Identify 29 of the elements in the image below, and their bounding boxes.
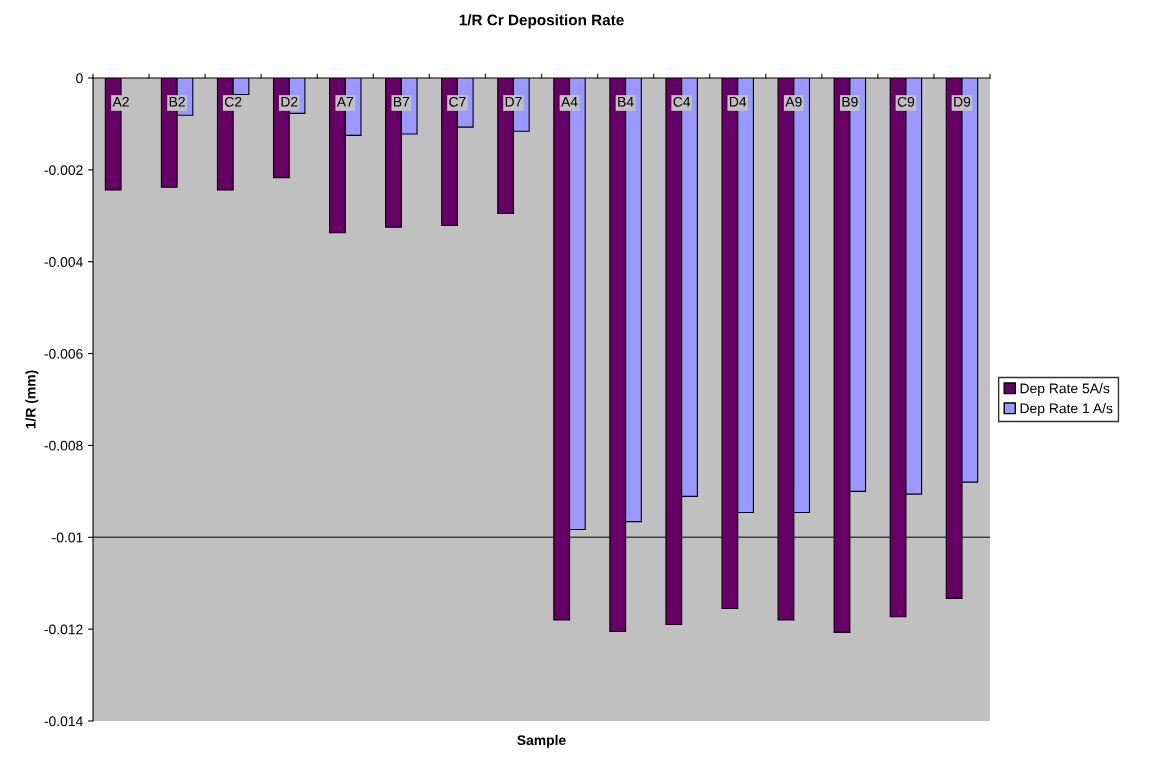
x-tick-label: A7 <box>336 97 354 107</box>
x-tick-label: C4 <box>673 96 691 107</box>
x-tick-label: B7 <box>393 97 410 107</box>
x-tick-label: A9 <box>785 96 802 107</box>
y-tick-label: -0.012 <box>44 624 83 635</box>
x-tick-label: D9 <box>954 96 971 107</box>
legend-label: Dep Rate 5A/s <box>1020 383 1110 397</box>
legend-label: Dep Rate 1 A/s <box>1020 403 1113 416</box>
x-tick-label: C2 <box>224 96 242 107</box>
y-tick-label: -0.006 <box>44 348 83 359</box>
x-tick-label: B2 <box>169 96 185 107</box>
y-axis-title: 1/R (mm) <box>25 370 39 429</box>
y-tick-label: -0.014 <box>44 716 83 727</box>
x-tick-label: A2 <box>112 96 129 107</box>
y-tick-label: -0.008 <box>44 440 83 451</box>
y-tick-label: -0.002 <box>44 165 83 176</box>
y-tick-label: -0.004 <box>44 257 83 267</box>
x-tick-label: B9 <box>842 96 858 107</box>
x-axis-title: Sample <box>517 734 566 748</box>
y-tick-label: 0 <box>76 73 83 84</box>
x-tick-label: D7 <box>505 97 522 107</box>
y-tick-label: -0.01 <box>52 532 83 543</box>
x-tick-label: D4 <box>729 97 747 107</box>
x-tick-label: C9 <box>897 96 915 107</box>
chart-title: 1/R Cr Deposition Rate <box>459 14 624 29</box>
x-tick-label: B4 <box>618 97 634 107</box>
x-tick-label: D2 <box>281 96 298 107</box>
x-tick-label: A4 <box>561 97 578 107</box>
x-tick-label: C7 <box>449 96 466 107</box>
